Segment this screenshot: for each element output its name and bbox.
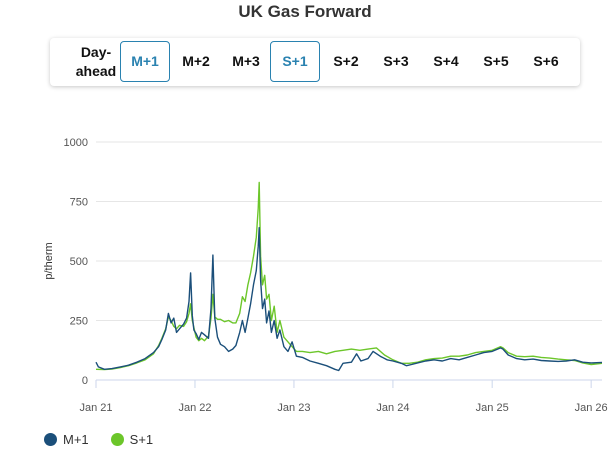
tab-s3[interactable]: S+3 (383, 53, 409, 69)
y-tick-label: 250 (70, 316, 88, 328)
legend-m1-label: M+1 (63, 431, 89, 447)
x-tick-label: Jan 21 (79, 402, 112, 414)
tab-s5[interactable]: S+5 (483, 53, 509, 69)
y-tick-label: 0 (82, 375, 88, 387)
x-tick-label: Jan 25 (476, 402, 509, 414)
tab-s6[interactable]: S+6 (533, 53, 559, 69)
x-tick-label: Jan 26 (575, 402, 608, 414)
tab-m3[interactable]: M+3 (232, 53, 260, 69)
series-line-s1 (95, 181, 603, 371)
y-axis-title: p/therm (43, 242, 55, 279)
legend-s1-marker (110, 432, 124, 446)
line-chart: 0 250 500 750 1000 Jan 21 Jan 22 Jan 23 Jan 24 Ja… (43, 137, 608, 414)
legend-item-m1[interactable]: M+1 (44, 432, 89, 447)
legend: M+1 S+1 (44, 428, 175, 450)
tab-m1[interactable]: M+1 (120, 41, 170, 82)
tab-s1[interactable]: S+1 (270, 41, 320, 82)
x-tick-label: Jan 22 (178, 402, 211, 414)
x-tick-label: Jan 24 (376, 402, 409, 414)
tab-m2[interactable]: M+2 (182, 53, 210, 69)
series-line-m1 (95, 227, 603, 372)
legend-s1-label: S+1 (129, 431, 154, 447)
legend-item-s1[interactable]: S+1 (110, 431, 154, 447)
product-tabs: Day-ahead M+1 M+2 M+3 S+1 S+2 S+3 S+4 S+… (50, 38, 580, 86)
legend-m1-marker (44, 432, 57, 446)
tab-s4[interactable]: S+4 (433, 53, 459, 69)
y-tick-label: 750 (70, 197, 88, 209)
y-tick-label: 1000 (64, 137, 88, 149)
tab-s2[interactable]: S+2 (333, 53, 359, 69)
x-tick-label: Jan 23 (277, 402, 310, 414)
chart-title: UK Gas Forward (238, 2, 372, 21)
y-tick-label: 500 (70, 256, 88, 268)
tab-day-ahead[interactable]: Day-ahead (75, 43, 117, 79)
chart-area: 0 250 500 750 1000 Jan 21 Jan 22 Jan 23 Jan 24 Ja… (0, 120, 610, 420)
